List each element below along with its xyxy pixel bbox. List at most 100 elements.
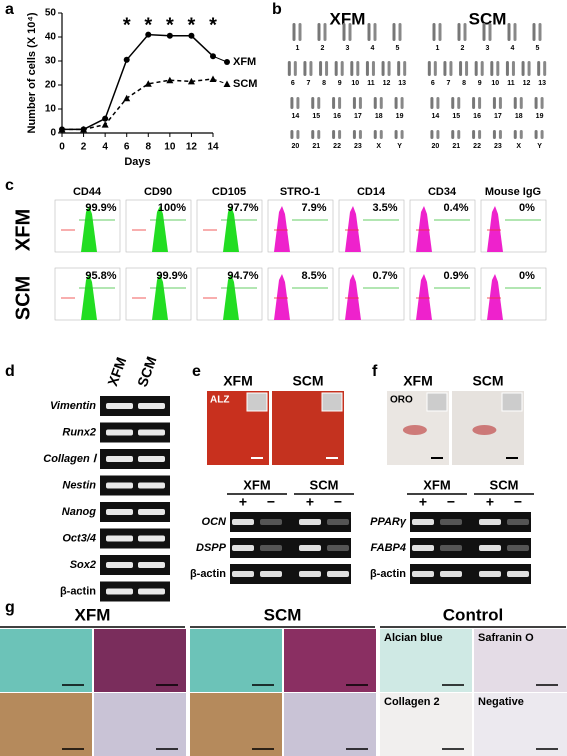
chromosome [381, 61, 385, 76]
gel-band [412, 545, 434, 551]
histogram-peak [274, 206, 290, 252]
chromosome-label: 3 [486, 45, 490, 52]
gel-lane [230, 512, 351, 532]
gene-label: Sox2 [70, 559, 96, 571]
chromosome [451, 97, 455, 109]
percentage: 0.7% [372, 270, 397, 282]
gel-band [440, 519, 462, 525]
histogram-peak [223, 274, 239, 320]
micrograph [0, 693, 92, 756]
x-tick-label: 8 [146, 142, 152, 153]
x-tick-label: 0 [59, 142, 65, 153]
chromosome-label: 19 [536, 113, 544, 120]
chromosome [490, 61, 494, 76]
histogram-peak [274, 274, 290, 320]
percentage: 95.8% [85, 270, 116, 282]
chromosome [540, 97, 544, 109]
karyotype-title: SCM [469, 9, 507, 28]
chromosome [348, 23, 352, 41]
chromosome [436, 130, 440, 139]
gel-band [138, 562, 165, 568]
gel-lane [100, 581, 170, 602]
chromosome [513, 97, 517, 109]
gel-band [440, 571, 462, 577]
chromosome [482, 23, 486, 41]
chromosome [498, 130, 502, 139]
chromosome-label: 1 [436, 45, 440, 52]
chromosome-label: 4 [511, 45, 515, 52]
gel-lane [100, 528, 170, 549]
chromosome [436, 97, 440, 109]
percentage: 7.9% [301, 202, 326, 214]
histogram-peak [487, 274, 503, 320]
group-title: Control [443, 605, 503, 624]
x-tick-label: 6 [124, 142, 130, 153]
significance-mark: * [166, 14, 174, 36]
chromosome [465, 61, 469, 76]
chromosome [293, 61, 297, 76]
chromosome [403, 61, 407, 76]
series-line [62, 33, 214, 131]
point [166, 32, 173, 39]
stain-label: ORO [390, 395, 413, 406]
chromosome-label: 22 [473, 143, 481, 150]
percentage: 0% [519, 202, 535, 214]
percentage: 8.5% [301, 270, 326, 282]
gene-label: Nestin [62, 479, 96, 491]
panel-letter: f [372, 363, 378, 380]
chromosome [298, 23, 302, 41]
chromosome [290, 97, 294, 109]
chromosome-label: 8 [322, 80, 326, 87]
chromosome-label: 18 [375, 113, 383, 120]
chromosome [334, 61, 338, 76]
chromosome [527, 61, 531, 76]
chromosome [474, 61, 478, 76]
chromosome [457, 97, 461, 109]
chromosome [457, 23, 461, 41]
legend-label: SCM [233, 78, 257, 90]
group-title: SCM [264, 605, 302, 624]
chromosome-label: 20 [292, 143, 300, 150]
chromosome-label: X [516, 143, 521, 150]
chromosome-label: 6 [431, 80, 435, 87]
chromosome [387, 61, 391, 76]
chromosome-label: 11 [367, 80, 375, 87]
chromosome [317, 23, 321, 41]
image-title: XFM [223, 373, 253, 389]
stain-spot [402, 425, 427, 435]
chromosome-label: Y [537, 143, 542, 150]
micrograph [380, 629, 472, 692]
gene-label: Vimentin [50, 400, 96, 412]
chromosome-label: 14 [432, 113, 440, 120]
significance-mark: * [123, 14, 131, 36]
chromosome [332, 97, 336, 109]
chromosome-label: 15 [312, 113, 320, 120]
sign-label: + [239, 494, 247, 510]
chromosome-label: 8 [462, 80, 466, 87]
chromosome [325, 61, 329, 76]
gel-band [299, 545, 321, 551]
chromosome [311, 130, 315, 139]
point [188, 32, 195, 39]
chromosome [451, 130, 455, 139]
stain-label: ALZ [210, 395, 229, 406]
chromosome-label: 4 [371, 45, 375, 52]
gel-band [327, 519, 349, 525]
chromosome [338, 97, 342, 109]
chromosome [400, 97, 404, 109]
gel-lane [230, 538, 351, 558]
chromosome [373, 97, 377, 109]
column-label: SCM [490, 477, 519, 492]
chromosome [392, 23, 396, 41]
chromosome [303, 61, 307, 76]
chromosome [400, 130, 404, 139]
chromosome-label: 10 [351, 80, 359, 87]
group-label: XFM [12, 209, 34, 251]
gel-lane [100, 449, 170, 469]
gel-band [507, 571, 529, 577]
chromosome [463, 23, 467, 41]
gene-label: PPARγ [370, 516, 407, 528]
chromosome-label: 12 [383, 80, 391, 87]
gel-band [138, 535, 165, 542]
chromosome-label: 7 [446, 80, 450, 87]
